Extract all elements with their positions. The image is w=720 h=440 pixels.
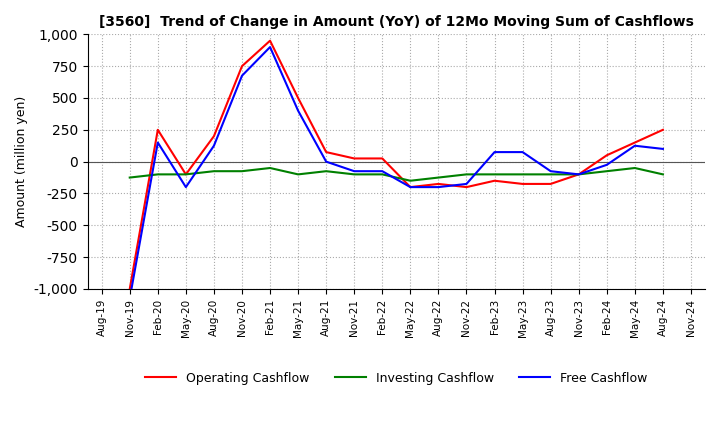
Y-axis label: Amount (million yen): Amount (million yen) <box>15 96 28 227</box>
Operating Cashflow <box>406 184 415 190</box>
Investing Cashflow <box>434 175 443 180</box>
Investing Cashflow <box>350 172 359 177</box>
Free Cashflow <box>462 181 471 187</box>
Investing Cashflow <box>490 172 499 177</box>
Title: [3560]  Trend of Change in Amount (YoY) of 12Mo Moving Sum of Cashflows: [3560] Trend of Change in Amount (YoY) o… <box>99 15 694 29</box>
Operating Cashflow <box>546 181 555 187</box>
Line: Investing Cashflow: Investing Cashflow <box>130 168 663 181</box>
Free Cashflow <box>294 108 302 114</box>
Legend: Operating Cashflow, Investing Cashflow, Free Cashflow: Operating Cashflow, Investing Cashflow, … <box>140 367 652 390</box>
Operating Cashflow <box>266 38 274 43</box>
Operating Cashflow <box>490 178 499 183</box>
Investing Cashflow <box>294 172 302 177</box>
Operating Cashflow <box>153 127 162 132</box>
Line: Operating Cashflow: Operating Cashflow <box>130 40 663 289</box>
Investing Cashflow <box>125 175 134 180</box>
Investing Cashflow <box>210 169 218 174</box>
Investing Cashflow <box>546 172 555 177</box>
Free Cashflow <box>575 172 583 177</box>
Investing Cashflow <box>406 178 415 183</box>
Free Cashflow <box>603 162 611 168</box>
Operating Cashflow <box>322 150 330 155</box>
Operating Cashflow <box>378 156 387 161</box>
Investing Cashflow <box>659 172 667 177</box>
Investing Cashflow <box>238 169 246 174</box>
Operating Cashflow <box>434 181 443 187</box>
Operating Cashflow <box>294 95 302 101</box>
Operating Cashflow <box>210 134 218 139</box>
Free Cashflow <box>153 140 162 145</box>
Free Cashflow <box>546 169 555 174</box>
Free Cashflow <box>406 184 415 190</box>
Operating Cashflow <box>181 172 190 177</box>
Investing Cashflow <box>181 172 190 177</box>
Investing Cashflow <box>575 172 583 177</box>
Investing Cashflow <box>153 172 162 177</box>
Free Cashflow <box>631 143 639 148</box>
Investing Cashflow <box>322 169 330 174</box>
Operating Cashflow <box>462 184 471 190</box>
Free Cashflow <box>659 146 667 151</box>
Investing Cashflow <box>631 165 639 171</box>
Operating Cashflow <box>350 156 359 161</box>
Investing Cashflow <box>518 172 527 177</box>
Free Cashflow <box>210 143 218 148</box>
Free Cashflow <box>181 184 190 190</box>
Operating Cashflow <box>659 127 667 132</box>
Investing Cashflow <box>378 172 387 177</box>
Free Cashflow <box>490 150 499 155</box>
Free Cashflow <box>350 169 359 174</box>
Free Cashflow <box>266 44 274 50</box>
Free Cashflow <box>378 169 387 174</box>
Operating Cashflow <box>125 286 134 292</box>
Free Cashflow <box>125 296 134 301</box>
Free Cashflow <box>518 150 527 155</box>
Operating Cashflow <box>575 172 583 177</box>
Operating Cashflow <box>631 140 639 145</box>
Operating Cashflow <box>238 63 246 69</box>
Free Cashflow <box>322 159 330 164</box>
Line: Free Cashflow: Free Cashflow <box>130 47 663 298</box>
Investing Cashflow <box>462 172 471 177</box>
Free Cashflow <box>238 73 246 78</box>
Operating Cashflow <box>518 181 527 187</box>
Investing Cashflow <box>266 165 274 171</box>
Operating Cashflow <box>603 153 611 158</box>
Investing Cashflow <box>603 169 611 174</box>
Free Cashflow <box>434 184 443 190</box>
